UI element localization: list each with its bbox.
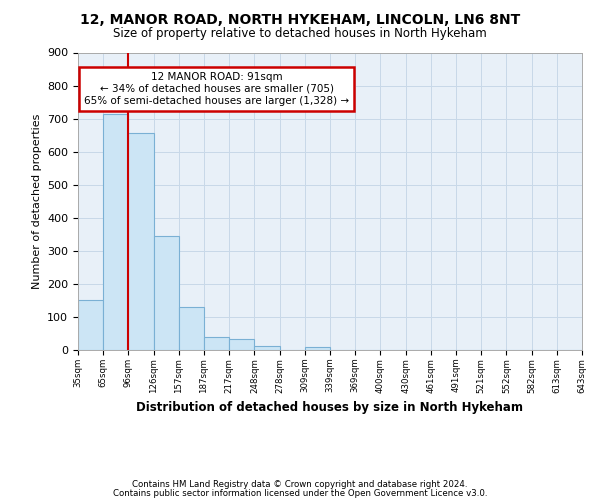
Text: Contains public sector information licensed under the Open Government Licence v3: Contains public sector information licen… <box>113 488 487 498</box>
Bar <box>204 337 229 350</box>
Bar <box>229 340 254 350</box>
Bar <box>305 348 330 350</box>
Bar <box>179 307 204 350</box>
Text: Size of property relative to detached houses in North Hykeham: Size of property relative to detached ho… <box>113 28 487 40</box>
Text: 12 MANOR ROAD: 91sqm
← 34% of detached houses are smaller (705)
65% of semi-deta: 12 MANOR ROAD: 91sqm ← 34% of detached h… <box>84 72 349 106</box>
Text: 12, MANOR ROAD, NORTH HYKEHAM, LINCOLN, LN6 8NT: 12, MANOR ROAD, NORTH HYKEHAM, LINCOLN, … <box>80 12 520 26</box>
X-axis label: Distribution of detached houses by size in North Hykeham: Distribution of detached houses by size … <box>137 401 523 414</box>
Y-axis label: Number of detached properties: Number of detached properties <box>32 114 41 289</box>
Bar <box>78 300 103 350</box>
Bar <box>103 114 128 350</box>
Bar <box>128 134 154 350</box>
Text: Contains HM Land Registry data © Crown copyright and database right 2024.: Contains HM Land Registry data © Crown c… <box>132 480 468 489</box>
Bar <box>154 236 179 350</box>
Bar <box>254 346 280 350</box>
